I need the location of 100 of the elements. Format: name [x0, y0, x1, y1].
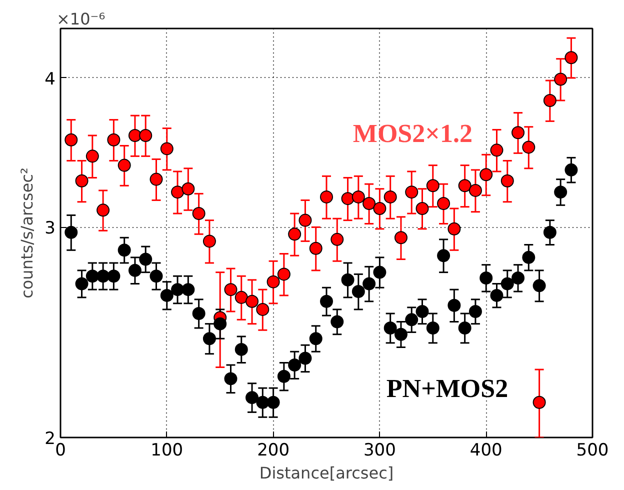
point — [490, 288, 504, 302]
point — [564, 163, 578, 176]
point — [309, 332, 322, 346]
point — [182, 283, 195, 296]
point — [214, 317, 227, 330]
point — [256, 396, 270, 409]
point — [426, 179, 440, 192]
point — [341, 273, 354, 286]
point — [405, 313, 418, 326]
point — [298, 352, 312, 365]
point — [64, 226, 78, 239]
point — [234, 290, 248, 304]
point — [160, 288, 174, 302]
point — [192, 307, 206, 320]
point — [234, 342, 248, 356]
x-tick-label: 0 — [55, 440, 66, 460]
point — [490, 144, 504, 157]
y-tick-label: 2 — [44, 429, 56, 449]
point — [266, 275, 280, 288]
point — [192, 207, 206, 220]
point — [426, 322, 440, 334]
point — [139, 128, 152, 142]
point — [246, 391, 259, 404]
point — [480, 168, 493, 182]
point — [150, 270, 163, 283]
annotation: ×10⁻⁶ — [56, 10, 106, 28]
point — [224, 372, 238, 386]
point — [107, 133, 120, 146]
point — [288, 358, 302, 372]
point — [362, 197, 376, 210]
point — [532, 279, 546, 292]
point — [330, 232, 344, 246]
point — [128, 264, 142, 277]
point — [171, 283, 184, 296]
point — [320, 294, 333, 308]
point — [86, 270, 99, 283]
point — [394, 328, 408, 341]
point — [64, 133, 78, 146]
point — [373, 202, 386, 215]
point — [384, 322, 397, 334]
point — [480, 272, 493, 284]
point — [405, 186, 418, 199]
point — [448, 222, 461, 236]
point — [458, 322, 472, 334]
point — [362, 277, 376, 290]
point — [554, 72, 568, 86]
point — [458, 179, 472, 192]
point — [394, 231, 408, 244]
point — [277, 370, 290, 383]
point — [75, 277, 88, 290]
point — [543, 94, 556, 107]
x-tick-label: 300 — [363, 440, 396, 460]
point — [352, 190, 365, 204]
point — [288, 228, 302, 241]
x-tick-label: 500 — [576, 440, 609, 460]
point — [437, 249, 450, 262]
point — [564, 51, 578, 64]
point — [341, 192, 354, 206]
x-tick-label: 400 — [470, 440, 502, 460]
point — [107, 270, 120, 283]
point — [416, 304, 429, 318]
point — [437, 197, 450, 210]
point — [416, 202, 429, 215]
point — [202, 234, 216, 248]
point — [522, 140, 536, 154]
point — [128, 128, 142, 142]
point — [246, 294, 259, 308]
y-axis-title: counts/s/arcsec² — [18, 168, 37, 298]
point — [266, 396, 280, 409]
point — [448, 298, 461, 312]
point — [182, 182, 195, 196]
point — [256, 302, 270, 316]
point — [96, 204, 110, 217]
point — [96, 270, 110, 283]
point — [532, 396, 546, 409]
point — [277, 268, 290, 281]
series-label: PN+MOS2 — [386, 374, 508, 403]
point — [373, 266, 386, 279]
x-tick-label: 100 — [150, 440, 184, 460]
point — [384, 190, 397, 204]
point — [160, 142, 174, 156]
point — [468, 304, 482, 318]
y-tick-label: 4 — [44, 69, 56, 90]
point — [86, 150, 99, 163]
y-tick-label: 3 — [44, 218, 56, 239]
point — [202, 332, 216, 346]
point — [554, 186, 568, 199]
x-tick-label: 200 — [257, 440, 290, 460]
point — [309, 242, 322, 255]
point — [118, 158, 131, 172]
point — [224, 283, 238, 296]
point — [139, 252, 152, 266]
point — [500, 174, 514, 188]
point — [352, 285, 365, 298]
point — [320, 190, 333, 204]
point — [118, 244, 131, 257]
point — [512, 272, 525, 284]
point — [543, 226, 556, 239]
point — [298, 214, 312, 227]
point — [330, 315, 344, 328]
